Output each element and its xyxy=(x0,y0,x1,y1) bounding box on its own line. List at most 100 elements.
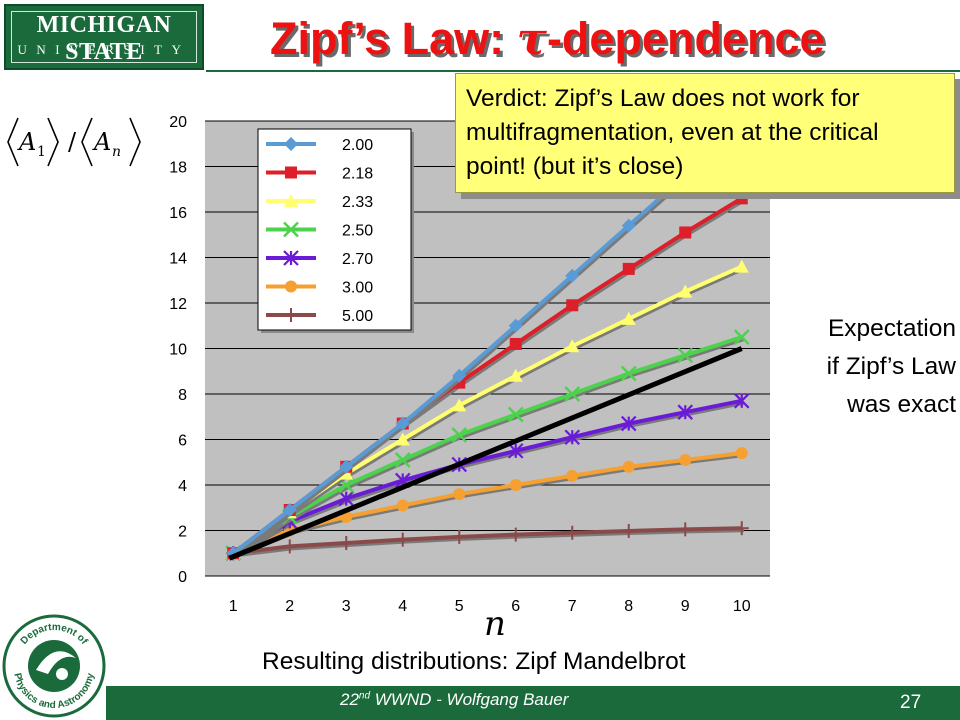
point-2.50-10 xyxy=(733,329,750,346)
x-tick-8: 8 xyxy=(624,598,633,615)
point-2.33-6 xyxy=(508,368,523,382)
title-divider xyxy=(206,70,960,72)
footer-credit-sup: nd xyxy=(358,690,371,702)
point-2.00-8 xyxy=(621,218,636,233)
left-angle-2 xyxy=(81,117,93,167)
point-2.18-7 xyxy=(566,299,579,312)
point-2.18-10 xyxy=(735,192,748,205)
y-tick-12: 12 xyxy=(169,296,187,313)
point-2.70-9 xyxy=(677,404,694,420)
point-5.00-9 xyxy=(678,522,693,537)
legend-label-2.00: 2.00 xyxy=(342,137,373,154)
x-tick-3: 3 xyxy=(342,598,351,615)
slide-title: Zipf’s Law: τ-dependence xyxy=(270,12,870,72)
x-tick-4: 4 xyxy=(398,598,407,615)
y-tick-14: 14 xyxy=(169,251,187,268)
series-shadow-2.00 xyxy=(234,128,746,557)
point-2.33-5 xyxy=(452,398,467,412)
point-2.00-4 xyxy=(395,416,410,431)
series-2.00 xyxy=(226,121,749,561)
point-2.00-3 xyxy=(339,459,354,474)
y-tick-2: 2 xyxy=(178,524,187,541)
legend-marker-2.70 xyxy=(283,250,299,266)
expectation-line1: Expectation xyxy=(827,315,956,342)
point-3.00-7 xyxy=(566,469,579,482)
point-3.00-10 xyxy=(735,447,748,460)
point-2.50-5 xyxy=(451,427,468,443)
logo-line1: MICHIGAN STATE xyxy=(36,12,172,65)
legend-label-2.33: 2.33 xyxy=(342,194,373,211)
point-2.50-7 xyxy=(564,386,581,402)
point-5.00-5 xyxy=(452,529,467,544)
point-5.00-8 xyxy=(621,523,636,538)
point-3.00-6 xyxy=(509,479,522,491)
ratio-slash: / xyxy=(68,128,77,156)
y-axis-ratio-label: A 1 / A n xyxy=(7,117,141,167)
footer-credit: 22nd WWND - Wolfgang Bauer xyxy=(340,690,568,710)
point-2.00-6 xyxy=(508,318,523,333)
point-2.70-8 xyxy=(620,415,637,432)
left-angle-1 xyxy=(7,117,19,167)
right-angle-2 xyxy=(129,117,141,167)
legend-marker-2.18 xyxy=(285,166,297,179)
page-number: 27 xyxy=(900,692,922,713)
ratio-denominator-var: A xyxy=(92,128,111,156)
title-tau-symbol: τ xyxy=(516,12,547,65)
y-tick-20: 20 xyxy=(169,114,187,131)
seal-swoosh-icon xyxy=(36,651,76,674)
point-2.50-8 xyxy=(620,365,637,382)
legend-label-2.70: 2.70 xyxy=(342,251,373,268)
point-5.00-2 xyxy=(282,539,297,554)
point-2.33-7 xyxy=(565,339,580,353)
x-tick-7: 7 xyxy=(568,598,577,615)
x-tick-9: 9 xyxy=(681,598,690,615)
logo-line2: UNIVERSITY xyxy=(17,42,191,57)
series-shadow-2.33 xyxy=(234,266,745,557)
point-3.00-9 xyxy=(679,453,692,466)
right-angle-1 xyxy=(47,117,59,167)
expectation-line3: was exact xyxy=(847,391,956,418)
x-tick-2: 2 xyxy=(285,598,294,615)
title-suffix: -dependence xyxy=(546,13,825,64)
point-3.00-8 xyxy=(622,460,635,473)
point-5.00-6 xyxy=(508,527,523,542)
footer-credit-num: 22 xyxy=(340,690,359,709)
x-tick-6: 6 xyxy=(511,598,520,615)
logo-border xyxy=(11,11,197,63)
legend-label-3.00: 3.00 xyxy=(342,280,373,297)
point-2.50-6 xyxy=(507,406,524,423)
footer-bar: 22nd WWND - Wolfgang Bauer 27 xyxy=(106,686,960,720)
legend-label-2.50: 2.50 xyxy=(342,223,373,240)
point-2.70-3 xyxy=(338,490,355,507)
series-lines xyxy=(225,121,750,562)
legend-label-2.18: 2.18 xyxy=(342,166,373,183)
seal-dot-icon xyxy=(56,668,68,680)
y-tick-18: 18 xyxy=(169,160,187,177)
series-2.70 xyxy=(225,393,750,562)
verdict-callout: Verdict: Zipf’s Law does not work for mu… xyxy=(455,73,955,193)
x-tick-labels: 1 2 3 4 5 6 7 8 9 10 xyxy=(229,598,751,615)
y-tick-labels: 0 2 4 6 8 10 12 14 16 18 20 xyxy=(169,114,187,586)
x-axis-label: n xyxy=(484,604,506,644)
point-2.18-9 xyxy=(679,226,692,239)
legend-marker-2.33 xyxy=(284,194,298,207)
x-tick-10: 10 xyxy=(733,598,751,615)
series-line-2.70 xyxy=(232,398,743,555)
msu-logo: MICHIGAN STATE UNIVERSITY xyxy=(4,4,204,70)
legend-marker-2.50 xyxy=(283,221,299,238)
point-2.70-6 xyxy=(507,443,524,459)
point-5.00-10 xyxy=(734,521,749,536)
point-2.18-6 xyxy=(509,337,522,350)
series-line-5.00 xyxy=(233,526,742,556)
y-tick-6: 6 xyxy=(178,433,187,450)
series-2.50 xyxy=(225,329,750,562)
x-tick-1: 1 xyxy=(229,598,238,615)
point-2.33-4 xyxy=(395,432,410,446)
point-2.70-7 xyxy=(564,429,581,446)
series-shadow-2.70 xyxy=(234,400,745,557)
point-5.00-4 xyxy=(395,532,410,547)
footer-credit-rest: WWND - Wolfgang Bauer xyxy=(370,690,569,709)
legend-marker-2.00 xyxy=(284,137,298,151)
series-5.00 xyxy=(226,521,749,561)
